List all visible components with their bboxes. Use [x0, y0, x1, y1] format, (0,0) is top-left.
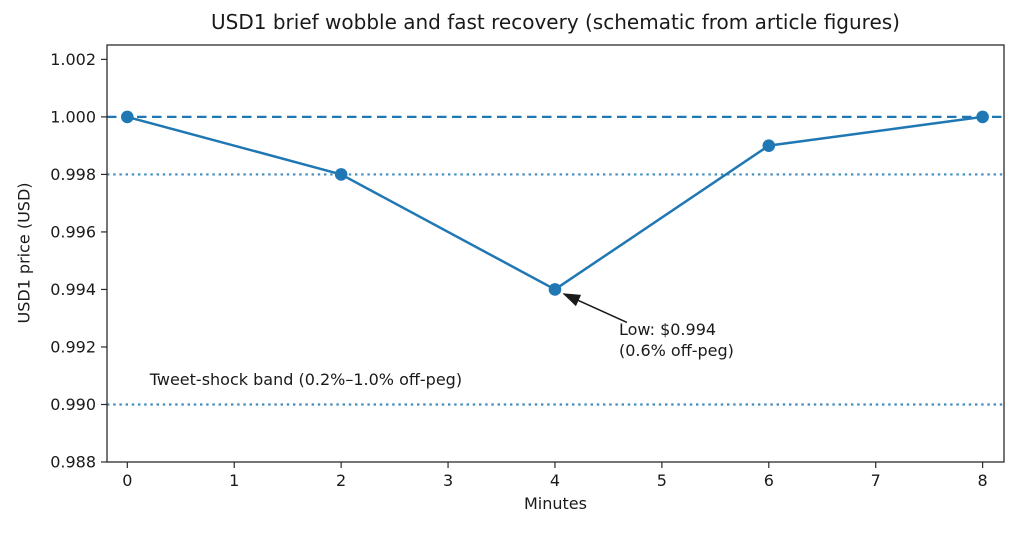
x-tick-label: 6	[764, 471, 774, 490]
data-point-6min	[762, 139, 776, 152]
data-point-8min	[976, 110, 989, 124]
y-tick-label: 0.994	[50, 280, 96, 299]
x-tick-label: 2	[336, 471, 346, 490]
y-tick-label: 0.988	[50, 453, 96, 472]
chart-title: USD1 brief wobble and fast recovery (sch…	[211, 10, 900, 34]
y-tick-label: 0.992	[50, 337, 96, 356]
data-point-4min	[548, 283, 562, 296]
y-tick-label: 1.000	[50, 107, 96, 126]
annotation-arrow	[562, 293, 628, 324]
x-tick-label: 8	[978, 471, 988, 490]
y-tick-label: 0.998	[50, 165, 96, 184]
x-tick-label: 4	[550, 471, 560, 490]
band-label: Tweet-shock band (0.2%–1.0% off-peg)	[149, 370, 463, 390]
y-tick-label: 0.996	[50, 222, 96, 241]
price-line	[126, 115, 983, 291]
x-axis-label: Minutes	[524, 494, 587, 513]
annotation-line-1: Low: $0.994	[618, 320, 717, 340]
plot-border	[106, 44, 1005, 463]
y-tick-label: 0.990	[50, 395, 96, 414]
data-point-0min	[121, 110, 134, 124]
x-tick-label: 3	[443, 471, 453, 490]
x-tick-label: 1	[229, 471, 239, 490]
x-tick-label: 5	[657, 471, 667, 490]
data-point-2min	[334, 168, 348, 181]
annotation-line-2: (0.6% off-peg)	[618, 341, 734, 361]
x-tick-label: 7	[871, 471, 881, 490]
low-annotation: Low: $0.994 (0.6% off-peg)	[619, 319, 734, 361]
y-tick-label: 1.002	[50, 50, 96, 69]
x-tick-label: 0	[122, 471, 132, 490]
